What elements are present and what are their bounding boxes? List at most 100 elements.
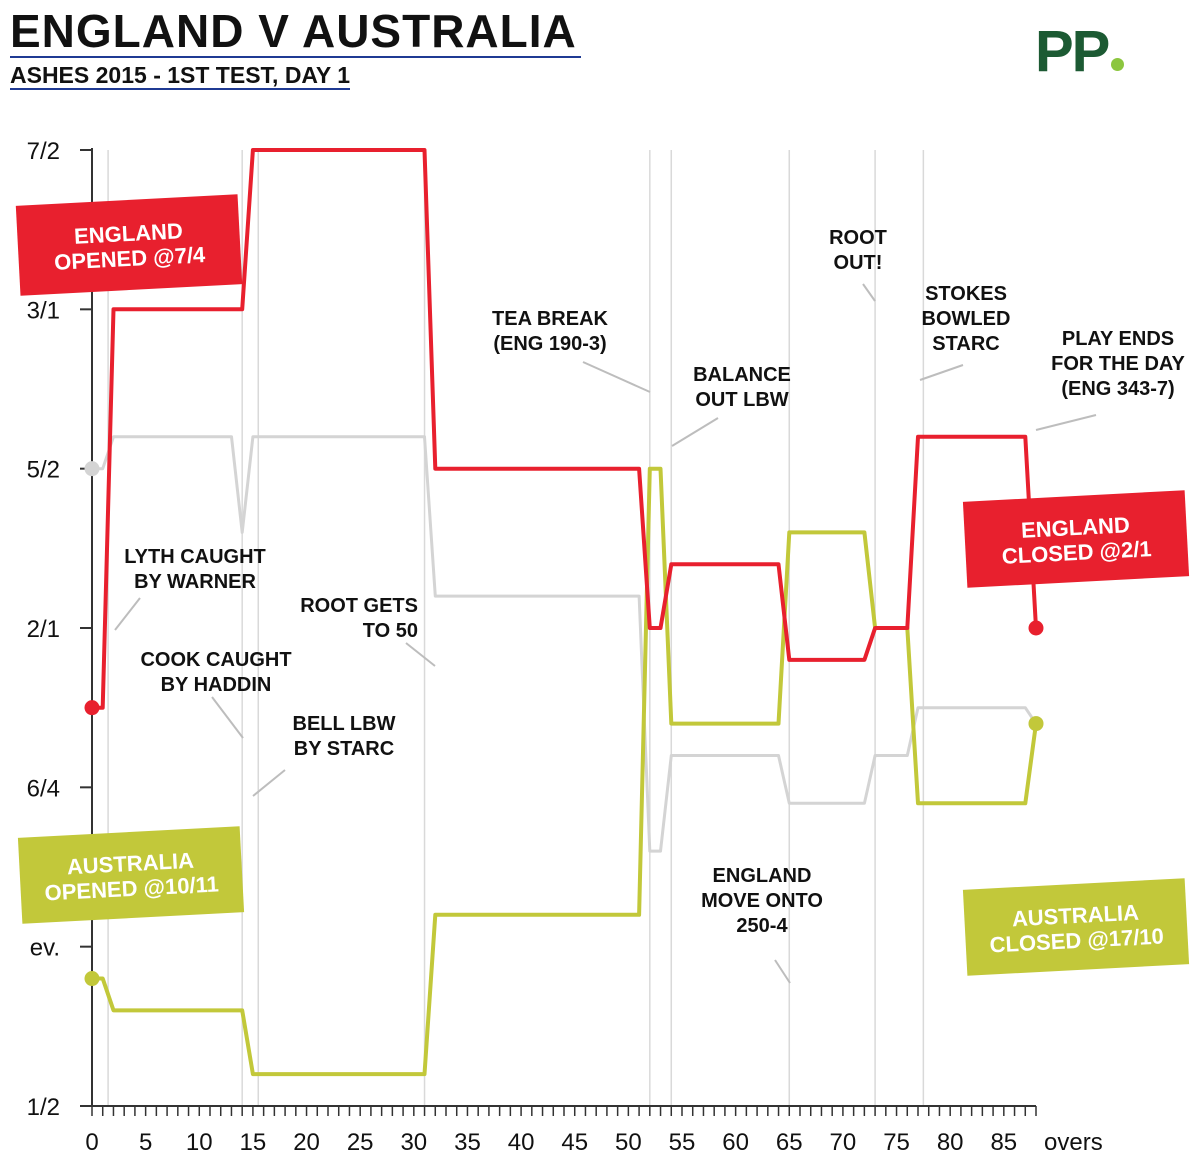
australia-closed-box: AUSTRALIACLOSED @17/10: [962, 878, 1190, 976]
x-tick-label: 5: [139, 1129, 152, 1156]
y-tick-label: ev.: [30, 935, 60, 962]
y-tick-label: 5/2: [27, 457, 60, 484]
annotation-label-line: (ENG 343-7): [1061, 378, 1174, 400]
annotation-leader-line: [211, 696, 244, 739]
y-tick-label: 6/4: [27, 775, 60, 802]
annotation-leader-line: [252, 769, 286, 797]
x-tick-label: 40: [508, 1129, 535, 1156]
y-tick-label: 1/2: [27, 1094, 60, 1121]
annotation-label-line: (ENG 190-3): [493, 333, 606, 355]
x-tick-label: 80: [937, 1129, 964, 1156]
annotation-leader-line: [405, 642, 436, 667]
annotation-label-line: COOK CAUGHT: [140, 649, 291, 671]
australia-opened-box: AUSTRALIAOPENED @10/11: [17, 826, 245, 924]
annotation-label-line: 250-4: [736, 915, 788, 937]
series-start-point-england: [84, 700, 100, 716]
england-closed-box-background: [962, 490, 1190, 588]
series-end-point-australia: [1028, 716, 1044, 732]
annotation-label-line: ENGLAND: [713, 865, 812, 887]
annotation-leader-line: [919, 364, 964, 381]
annotation-label-line: OUT LBW: [695, 389, 788, 411]
annotation-label: BALANCE OUT LBW: [693, 364, 791, 411]
england-opened-box: ENGLANDOPENED @7/4: [15, 194, 243, 296]
x-tick-label: 25: [347, 1129, 374, 1156]
series-start-point-draw: [84, 461, 100, 477]
annotation-label-line: BY WARNER: [134, 571, 256, 593]
annotation-label-line: ROOT GETS: [300, 595, 418, 617]
england-closed-box-text: ENGLANDCLOSED @2/1: [1000, 511, 1152, 569]
annotation-label-line: MOVE ONTO: [701, 890, 823, 912]
annotation-label: STOKES BOWLED STARC: [922, 283, 1011, 355]
y-tick-label: 2/1: [27, 616, 60, 643]
annotation-leader-line: [671, 417, 719, 447]
x-axis-label: overs: [1044, 1129, 1103, 1156]
annotation-leader-line: [114, 597, 141, 631]
x-tick-label: 65: [776, 1129, 803, 1156]
annotation-label-line: BY STARC: [294, 738, 394, 760]
england-opened-box-background: [15, 194, 243, 296]
x-tick-label: 70: [830, 1129, 857, 1156]
annotation-label: ENGLAND MOVE ONTO 250-4: [701, 865, 823, 937]
chart-axes: 0 5 10 15 20 25 30 35 40 45 50 55 60 65 70 75 80 85 overs 1…: [27, 138, 1103, 1156]
x-tick-label: 75: [883, 1129, 910, 1156]
england-closed-box-text-line: ENGLAND: [1020, 512, 1130, 543]
event-gridlines: [107, 150, 925, 1106]
annotation-leader-line: [862, 283, 876, 302]
x-tick-label: 10: [186, 1129, 213, 1156]
annotation-label: BELL LBW BY STARC: [293, 713, 396, 760]
annotation-label-line: OUT!: [834, 252, 883, 274]
annotation-label-line: TO 50: [363, 620, 418, 642]
annotation-label-line: ROOT: [829, 227, 887, 249]
annotation-label: COOK CAUGHT BY HADDIN: [140, 649, 291, 696]
annotation-leader-line: [774, 959, 791, 984]
annotation-label: ROOT GETS TO 50: [300, 595, 418, 642]
x-tick-label: 35: [454, 1129, 481, 1156]
chart-series: [84, 148, 1044, 1077]
annotation-label-line: BALANCE: [693, 364, 791, 386]
chart-callout-boxes: ENGLANDOPENED @7/4 ENGLANDCLOSED @2/1 AUST…: [15, 194, 1190, 976]
logo-dot: [1111, 58, 1125, 71]
x-tick-label: 15: [240, 1129, 267, 1156]
annotation-label-line: STOKES: [925, 283, 1007, 305]
annotation-label-line: BY HADDIN: [161, 674, 272, 696]
england-opened-box-text-line: ENGLAND: [73, 218, 183, 249]
chart-subtitle: ASHES 2015 - 1ST TEST, DAY 1: [10, 62, 351, 90]
annotation-label-line: BOWLED: [922, 308, 1011, 330]
annotation-label-line: BELL LBW: [293, 713, 396, 735]
logo-text: PP: [1035, 19, 1110, 84]
annotation-leader-line: [582, 361, 651, 393]
brand-logo: PP: [1035, 19, 1125, 84]
series-line-england: [92, 148, 1038, 710]
chart-annotations: LYTH CAUGHT BY WARNER COOK CAUGHT BY HADDIN…: [124, 227, 1185, 937]
x-tick-label: 55: [669, 1129, 696, 1156]
annotation-label-line: LYTH CAUGHT: [124, 546, 265, 568]
series-end-point-england: [1028, 620, 1044, 636]
annotation-label: PLAY ENDS FOR THE DAY (ENG 343-7): [1051, 328, 1185, 400]
x-tick-label: 20: [293, 1129, 320, 1156]
x-tick-label: 45: [561, 1129, 588, 1156]
australia-closed-box-text: AUSTRALIACLOSED @17/10: [988, 898, 1165, 957]
annotation-label-line: PLAY ENDS: [1062, 328, 1174, 350]
england-closed-box: ENGLANDCLOSED @2/1: [962, 490, 1190, 588]
y-tick-label: 7/2: [27, 138, 60, 165]
x-tick-label: 0: [85, 1129, 98, 1156]
series-start-point-australia: [84, 971, 100, 987]
annotation-label-line: FOR THE DAY: [1051, 353, 1185, 375]
australia-closed-box-background: [962, 878, 1190, 976]
annotation-label-line: STARC: [932, 333, 999, 355]
x-tick-label: 60: [722, 1129, 749, 1156]
x-tick-label: 85: [990, 1129, 1017, 1156]
chart-title: ENGLAND V AUSTRALIA: [10, 6, 581, 58]
annotation-leaders: [114, 283, 1097, 984]
annotation-leader-line: [1035, 414, 1097, 431]
annotation-label: ROOT OUT!: [829, 227, 887, 274]
x-tick-label: 30: [400, 1129, 427, 1156]
annotation-label-line: TEA BREAK: [492, 308, 608, 330]
australia-opened-box-background: [17, 826, 245, 924]
y-tick-label: 3/1: [27, 297, 60, 324]
annotation-label: TEA BREAK (ENG 190-3): [492, 308, 608, 355]
series-line-draw: [92, 435, 1038, 853]
annotation-label: LYTH CAUGHT BY WARNER: [124, 546, 265, 593]
australia-opened-box-text: AUSTRALIAOPENED @10/11: [43, 846, 220, 905]
